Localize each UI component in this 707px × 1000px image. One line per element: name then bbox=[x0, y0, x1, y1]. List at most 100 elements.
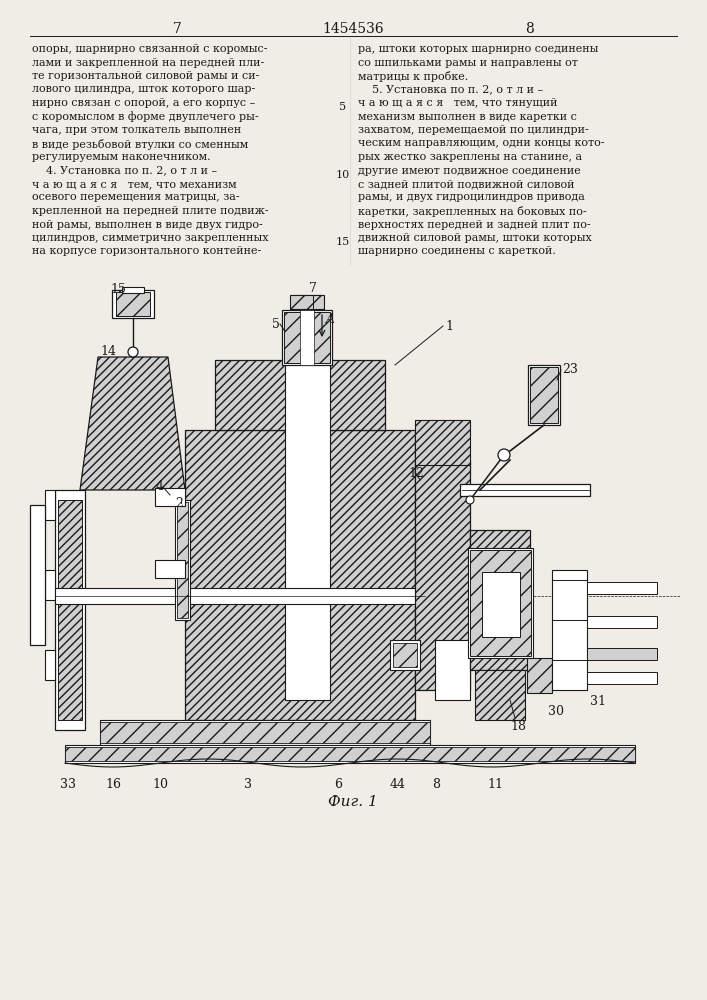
Bar bbox=[30, 598, 45, 612]
Bar bbox=[530, 367, 558, 423]
Text: 14: 14 bbox=[100, 345, 116, 358]
Bar bbox=[468, 548, 533, 658]
Text: ной рамы, выполнен в виде двух гидро-: ной рамы, выполнен в виде двух гидро- bbox=[32, 220, 263, 230]
Bar bbox=[55, 490, 85, 730]
Bar bbox=[30, 510, 45, 524]
Text: те горизонтальной силовой рамы и си-: те горизонтальной силовой рамы и си- bbox=[32, 71, 259, 81]
Text: 23: 23 bbox=[562, 363, 578, 376]
Bar bbox=[185, 430, 415, 720]
Text: 7: 7 bbox=[309, 282, 317, 295]
Text: 18: 18 bbox=[510, 720, 526, 733]
Text: движной силовой рамы, штоки которых: движной силовой рамы, штоки которых bbox=[358, 233, 592, 243]
Bar bbox=[45, 490, 55, 520]
Text: ческим направляющим, одни концы кото-: ческим направляющим, одни концы кото- bbox=[358, 138, 604, 148]
Text: 4: 4 bbox=[156, 480, 164, 493]
Bar bbox=[415, 420, 470, 465]
Text: 5: 5 bbox=[272, 318, 280, 331]
Text: рамы, и двух гидроцилиндров привода: рамы, и двух гидроцилиндров привода bbox=[358, 192, 585, 202]
Bar bbox=[122, 287, 144, 293]
Text: крепленной на передней плите подвиж-: крепленной на передней плите подвиж- bbox=[32, 206, 269, 216]
Bar bbox=[470, 530, 530, 670]
Text: 7: 7 bbox=[173, 22, 182, 36]
Text: чага, при этом толкатель выполнен: чага, при этом толкатель выполнен bbox=[32, 125, 241, 135]
Text: механизм выполнен в виде каретки с: механизм выполнен в виде каретки с bbox=[358, 111, 577, 121]
Bar bbox=[155, 560, 185, 578]
Text: лами и закрепленной на передней пли-: лами и закрепленной на передней пли- bbox=[32, 57, 264, 68]
Bar bbox=[45, 650, 55, 680]
Text: регулируемым наконечником.: регулируемым наконечником. bbox=[32, 152, 211, 162]
Bar bbox=[300, 310, 314, 365]
Text: 30: 30 bbox=[548, 705, 564, 718]
Bar bbox=[100, 722, 430, 743]
Text: 1: 1 bbox=[445, 320, 453, 333]
Bar bbox=[55, 588, 425, 604]
Bar bbox=[285, 350, 330, 700]
Text: 12: 12 bbox=[408, 467, 424, 480]
Text: цилиндров, симметрично закрепленных: цилиндров, симметрично закрепленных bbox=[32, 233, 269, 243]
Text: опоры, шарнирно связанной с коромыс-: опоры, шарнирно связанной с коромыс- bbox=[32, 44, 267, 54]
Bar bbox=[587, 648, 657, 660]
Text: на корпусе горизонтального контейне-: на корпусе горизонтального контейне- bbox=[32, 246, 262, 256]
Bar bbox=[30, 554, 45, 568]
Text: шарнирно соединены с кареткой.: шарнирно соединены с кареткой. bbox=[358, 246, 556, 256]
Text: с коромыслом в форме двуплечего ры-: с коромыслом в форме двуплечего ры- bbox=[32, 111, 259, 122]
Text: 15: 15 bbox=[336, 237, 350, 247]
Text: 16: 16 bbox=[105, 778, 121, 791]
Bar bbox=[470, 550, 531, 656]
Bar bbox=[116, 292, 150, 316]
Text: 1454536: 1454536 bbox=[322, 22, 384, 36]
Text: 3: 3 bbox=[244, 778, 252, 791]
Circle shape bbox=[128, 347, 138, 357]
Text: 11: 11 bbox=[487, 778, 503, 791]
Bar bbox=[587, 672, 657, 684]
Bar bbox=[65, 745, 635, 763]
Bar bbox=[587, 616, 657, 628]
Text: 4. Установка по п. 2, о т л и –: 4. Установка по п. 2, о т л и – bbox=[32, 165, 217, 176]
Circle shape bbox=[466, 496, 474, 504]
Bar bbox=[475, 670, 525, 720]
Bar bbox=[30, 532, 45, 546]
Bar bbox=[527, 658, 552, 693]
Text: захватом, перемещаемой по цилиндри-: захватом, перемещаемой по цилиндри- bbox=[358, 125, 589, 135]
Text: 2: 2 bbox=[175, 497, 183, 510]
Text: каретки, закрепленных на боковых по-: каретки, закрепленных на боковых по- bbox=[358, 206, 587, 217]
Polygon shape bbox=[80, 357, 185, 490]
Bar bbox=[177, 502, 188, 618]
Text: 10: 10 bbox=[336, 169, 350, 180]
Text: 6: 6 bbox=[334, 778, 342, 791]
Bar bbox=[435, 640, 470, 700]
Text: в виде резьбовой втулки со сменным: в виде резьбовой втулки со сменным bbox=[32, 138, 248, 149]
Text: 8: 8 bbox=[525, 22, 534, 36]
Text: рых жестко закреплены на станине, а: рых жестко закреплены на станине, а bbox=[358, 152, 582, 162]
Bar bbox=[290, 295, 324, 309]
Text: осевого перемещения матрицы, за-: осевого перемещения матрицы, за- bbox=[32, 192, 240, 202]
Bar bbox=[215, 360, 385, 430]
Bar bbox=[415, 460, 470, 690]
Text: со шпильками рамы и направлены от: со шпильками рамы и направлены от bbox=[358, 57, 578, 68]
Bar bbox=[30, 576, 45, 590]
Bar bbox=[175, 500, 190, 620]
Bar bbox=[65, 747, 635, 761]
Text: 8: 8 bbox=[432, 778, 440, 791]
Text: 44: 44 bbox=[390, 778, 406, 791]
Text: ч а ю щ а я с я   тем, что механизм: ч а ю щ а я с я тем, что механизм bbox=[32, 179, 237, 189]
Text: ра, штоки которых шарнирно соединены: ра, штоки которых шарнирно соединены bbox=[358, 44, 598, 54]
Text: 15: 15 bbox=[110, 283, 126, 296]
Bar bbox=[100, 720, 430, 745]
Circle shape bbox=[498, 449, 510, 461]
Text: Фиг. 1: Фиг. 1 bbox=[328, 795, 378, 809]
Bar bbox=[528, 365, 560, 425]
Bar bbox=[482, 572, 520, 637]
Text: 33: 33 bbox=[60, 778, 76, 791]
Bar bbox=[587, 582, 657, 594]
Bar bbox=[30, 505, 45, 645]
Text: верхностях передней и задней плит по-: верхностях передней и задней плит по- bbox=[358, 220, 590, 230]
Text: с задней плитой подвижной силовой: с задней плитой подвижной силовой bbox=[358, 179, 575, 189]
Bar bbox=[293, 295, 321, 360]
Text: 31: 31 bbox=[590, 695, 606, 708]
Text: 10: 10 bbox=[152, 778, 168, 791]
Bar bbox=[282, 310, 332, 365]
Text: ч а ю щ а я с я   тем, что тянущий: ч а ю щ а я с я тем, что тянущий bbox=[358, 98, 558, 108]
Bar bbox=[45, 570, 55, 600]
Bar bbox=[284, 312, 330, 363]
